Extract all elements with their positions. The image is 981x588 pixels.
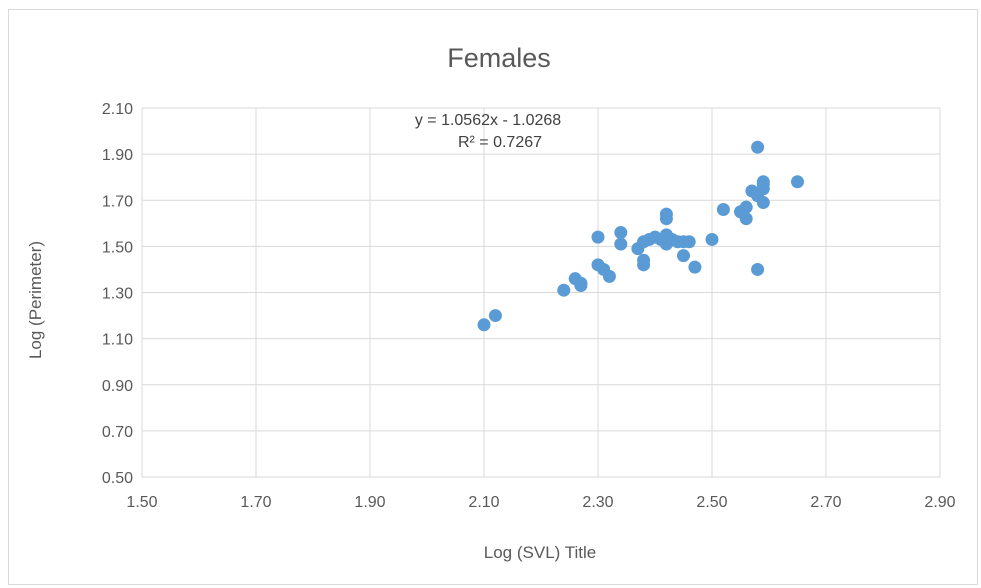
x-tick-label: 2.50: [696, 494, 727, 511]
data-point: [557, 283, 571, 297]
data-point: [705, 232, 719, 246]
data-point: [614, 237, 628, 251]
data-point: [477, 318, 491, 332]
y-tick-label: 1.70: [102, 193, 133, 210]
data-point: [739, 200, 753, 214]
data-point: [751, 262, 765, 276]
data-point: [756, 177, 770, 191]
horizontal-gridlines: [142, 107, 940, 478]
data-point: [591, 230, 605, 244]
y-tick-label: 1.90: [102, 147, 133, 164]
chart-title: Females: [447, 43, 551, 73]
x-tick-labels: 1.50 1.70 1.90 2.10 2.30 2.50 2.70 2.90: [126, 494, 955, 511]
data-point: [602, 269, 616, 283]
y-tick-label: 0.70: [102, 424, 133, 441]
data-point: [756, 196, 770, 210]
x-tick-label: 2.90: [924, 494, 955, 511]
x-tick-label: 1.90: [354, 494, 385, 511]
y-tick-label: 1.50: [102, 239, 133, 256]
data-point: [682, 235, 696, 249]
x-tick-label: 2.10: [468, 494, 499, 511]
trendline-r-squared: R² = 0.7267: [458, 134, 542, 151]
y-tick-label: 0.50: [102, 470, 133, 487]
y-tick-label: 2.10: [102, 101, 133, 118]
x-tick-label: 1.50: [126, 494, 157, 511]
data-point: [677, 249, 690, 263]
x-tick-label: 2.70: [810, 494, 841, 511]
x-tick-label: 1.70: [240, 494, 271, 511]
data-point: [574, 279, 588, 293]
trendline-equation: y = 1.0562x - 1.0268: [415, 112, 561, 129]
data-point: [791, 175, 804, 189]
chart-frame: [8, 9, 978, 585]
y-tick-label: 1.10: [102, 332, 133, 349]
data-point: [637, 258, 651, 272]
y-tick-label: 0.90: [102, 378, 133, 395]
y-tick-label: 1.30: [102, 286, 133, 303]
data-point: [716, 202, 730, 216]
data-point: [488, 309, 502, 323]
x-axis-label: Log (SVL) Title: [484, 543, 596, 562]
data-point: [614, 226, 628, 240]
y-tick-labels: 0.50 0.70 0.90 1.10 1.30 1.50 1.70 1.90 2.10: [102, 101, 133, 487]
x-tick-label: 2.30: [582, 494, 613, 511]
data-point: [659, 207, 673, 221]
data-point: [739, 212, 753, 226]
data-points: [477, 140, 804, 332]
y-axis-label: Log (Perimeter): [26, 241, 45, 359]
data-point: [688, 260, 702, 274]
data-point: [751, 140, 765, 154]
